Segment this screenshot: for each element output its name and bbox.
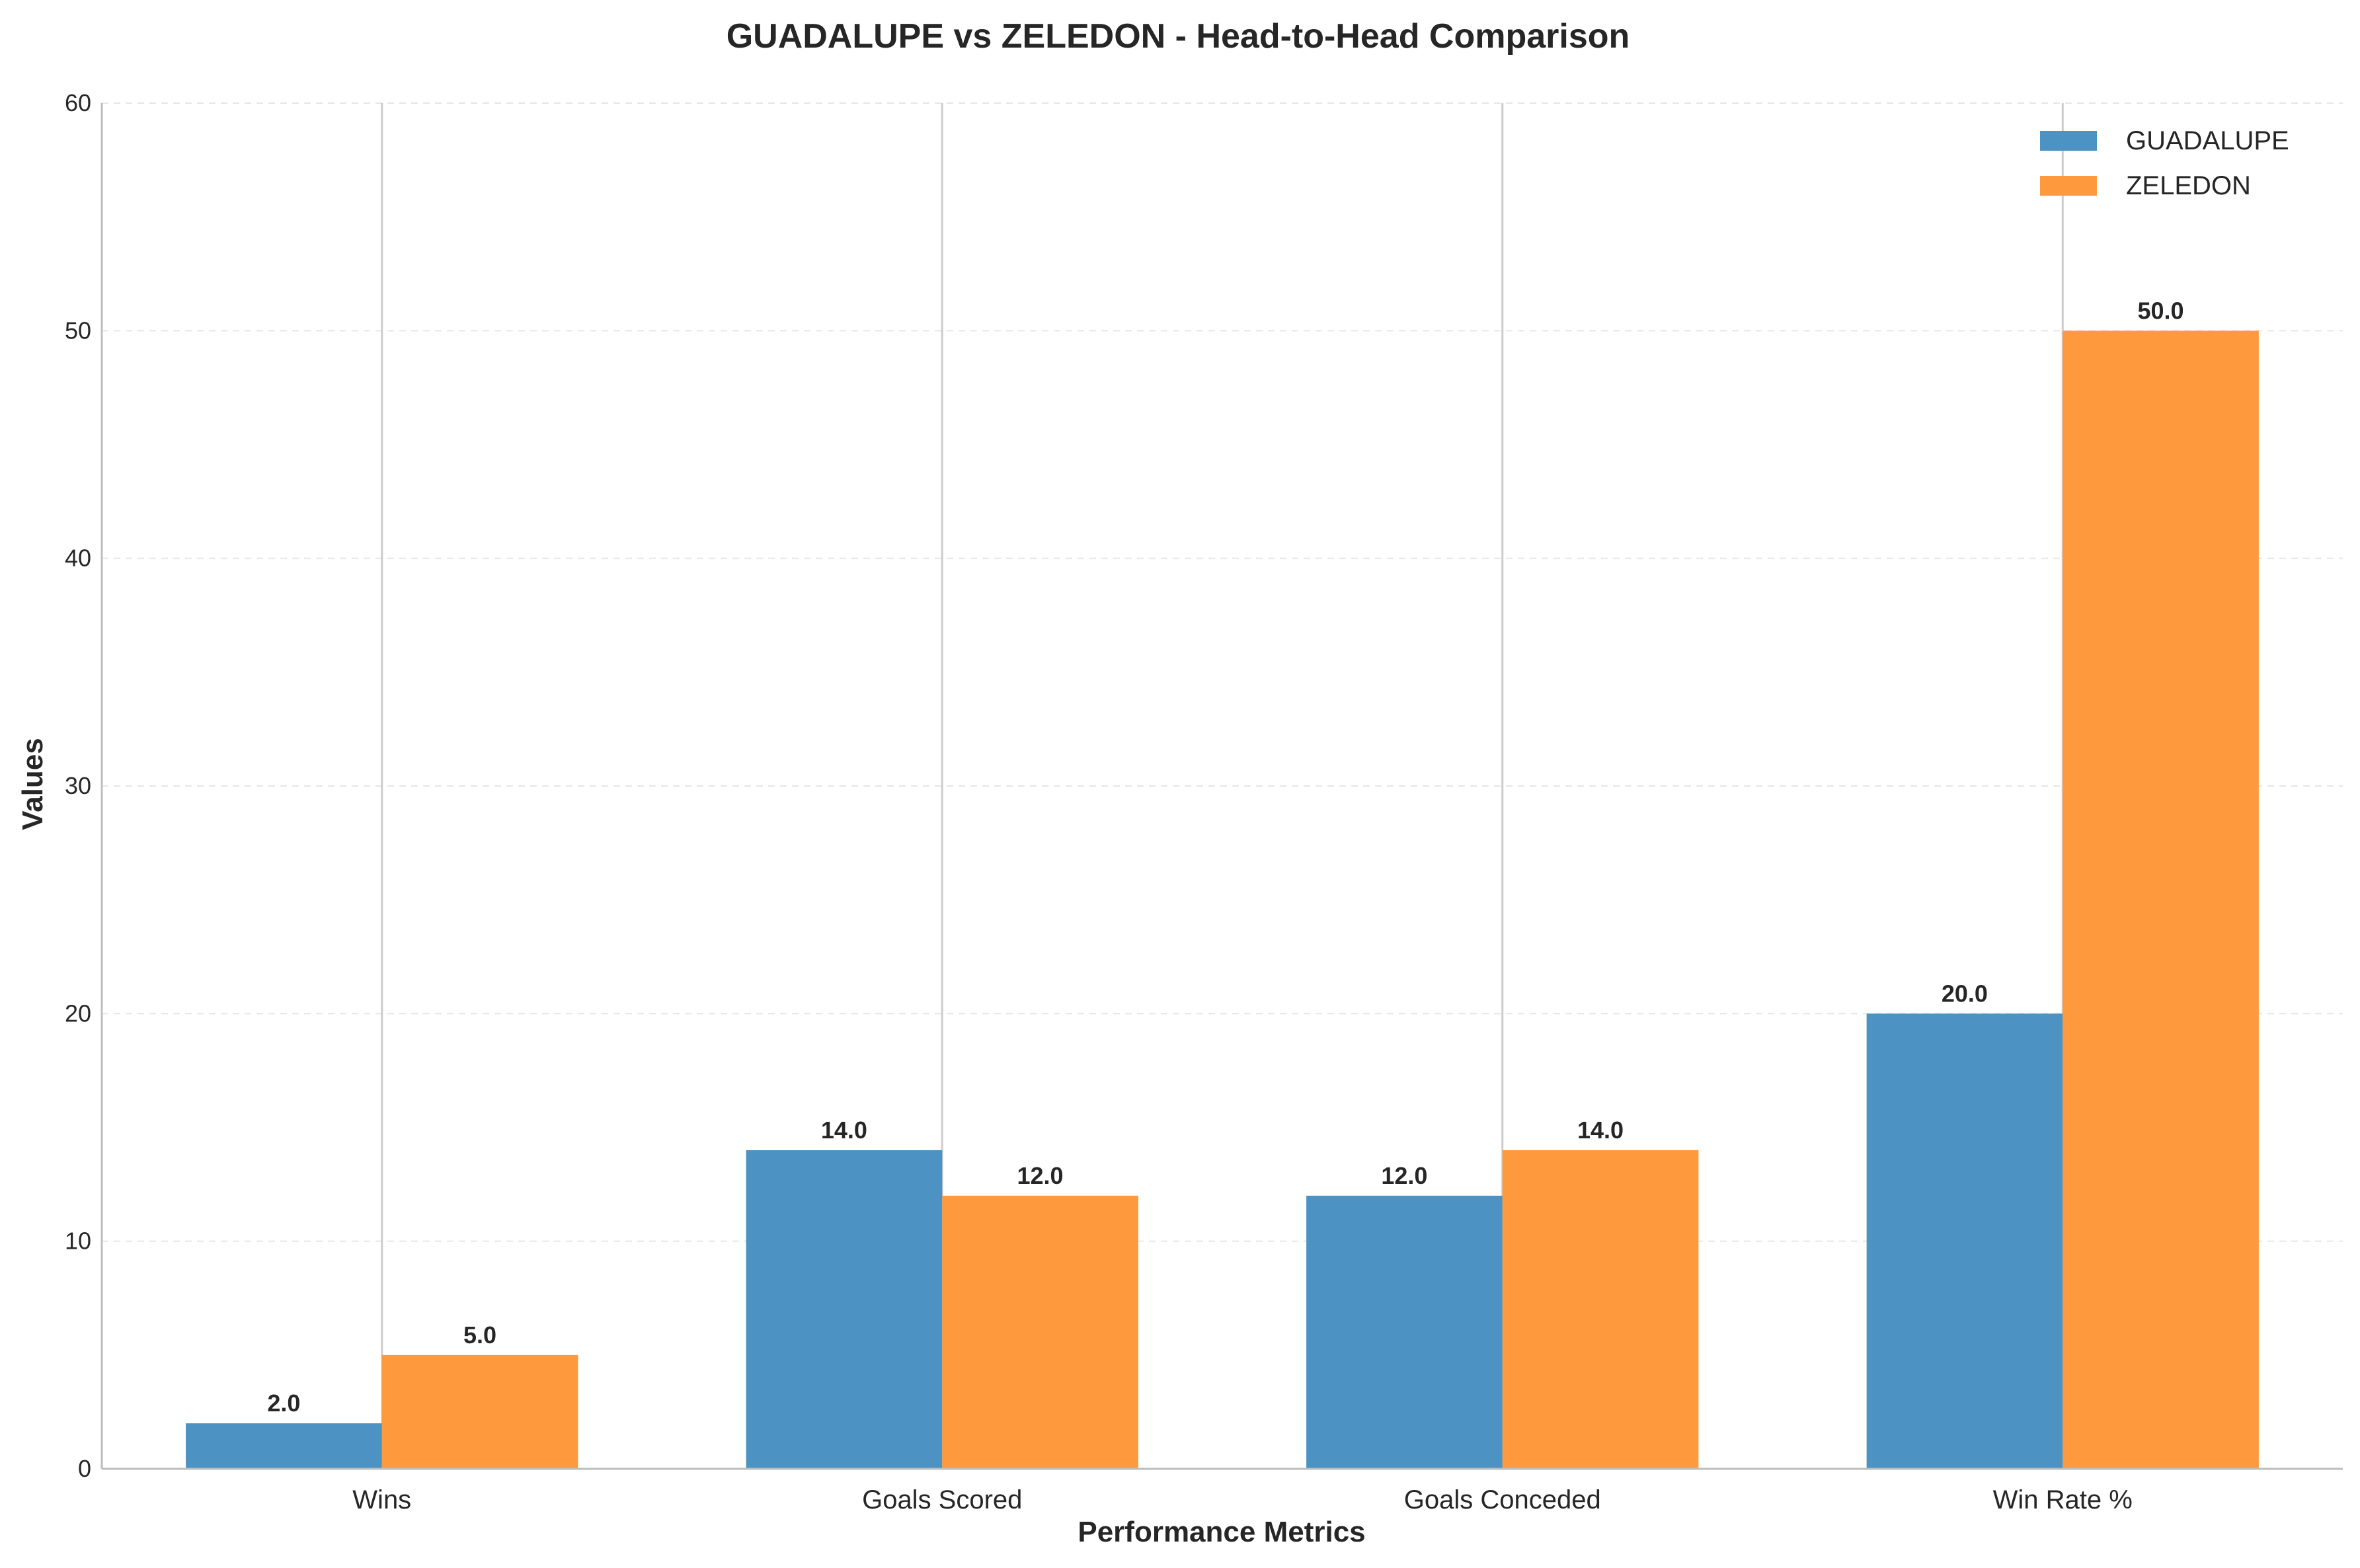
legend-swatch-zeledon <box>2040 176 2097 196</box>
x-axis-title: Performance Metrics <box>1078 1516 1365 1548</box>
data-label: 14.0 <box>821 1117 867 1144</box>
bar-zeledon-0 <box>381 1354 578 1469</box>
y-tick-label: 60 <box>65 89 91 116</box>
y-tick-label: 20 <box>65 1000 91 1027</box>
legend-label-guadalupe: GUADALUPE <box>2126 126 2289 155</box>
y-tick-label: 40 <box>65 545 91 572</box>
data-label: 12.0 <box>1017 1162 1064 1189</box>
bar-zeledon-1 <box>942 1195 1138 1469</box>
bar-zeledon-3 <box>2063 331 2259 1469</box>
data-label: 2.0 <box>267 1390 300 1417</box>
axes-layer <box>100 103 2343 1470</box>
bar-guadalupe-1 <box>746 1150 943 1469</box>
y-tick-label: 10 <box>65 1228 91 1255</box>
bar-guadalupe-0 <box>186 1423 382 1469</box>
legend: GUADALUPE ZELEDON <box>2040 126 2289 200</box>
data-label: 20.0 <box>1942 980 1988 1007</box>
x-tick-label: Goals Scored <box>862 1485 1022 1514</box>
x-tick-label: Win Rate % <box>1993 1485 2133 1514</box>
bar-zeledon-2 <box>1502 1150 1699 1469</box>
x-tick-label: Wins <box>352 1485 411 1514</box>
data-label: 14.0 <box>1577 1117 1624 1144</box>
bar-guadalupe-3 <box>1866 1013 2063 1469</box>
y-axis-title: Values <box>17 738 49 830</box>
labels-layer: 0 10 20 30 40 50 60 2.0 14.0 12.0 20.0 5.0 12.0 14.0 5… <box>65 89 2184 1514</box>
data-label: 12.0 <box>1381 1162 1427 1189</box>
grid-layer <box>102 102 2343 1469</box>
bars-layer <box>186 331 2259 1469</box>
data-label: 5.0 <box>463 1321 496 1349</box>
y-tick-label: 0 <box>78 1455 91 1482</box>
y-tick-label: 50 <box>65 317 91 344</box>
data-label: 50.0 <box>2138 297 2184 324</box>
legend-label-zeledon: ZELEDON <box>2126 171 2251 200</box>
legend-swatch-guadalupe <box>2040 131 2097 151</box>
chart-title: GUADALUPE vs ZELEDON - Head-to-Head Comp… <box>727 17 1630 56</box>
bar-guadalupe-2 <box>1306 1195 1503 1469</box>
y-tick-label: 30 <box>65 772 91 799</box>
x-tick-label: Goals Conceded <box>1404 1485 1601 1514</box>
